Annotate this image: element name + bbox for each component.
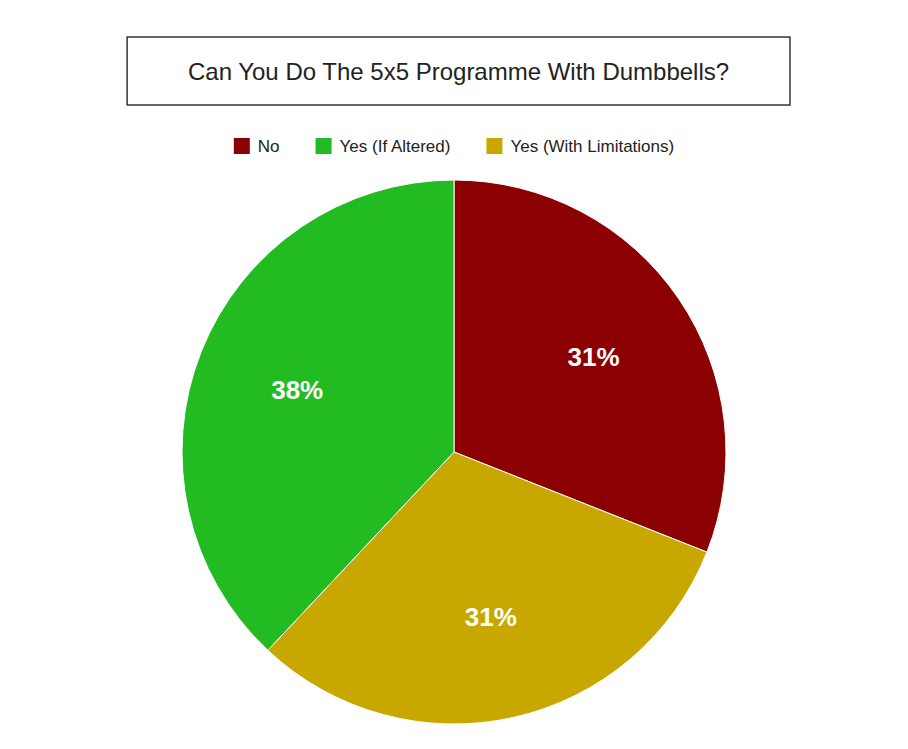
legend-item: Yes (If Altered) xyxy=(316,137,451,156)
title-box xyxy=(127,37,790,105)
slice xyxy=(182,180,454,650)
data-label: 31% xyxy=(465,602,517,632)
legend-label: No xyxy=(258,137,280,156)
title-group: Can You Do The 5x5 Programme With Dumbbe… xyxy=(127,37,790,105)
legend-swatch xyxy=(316,138,332,154)
slices xyxy=(182,180,726,724)
legend-swatch xyxy=(486,138,502,154)
legend-label: Yes (With Limitations) xyxy=(510,137,674,156)
legend: No Yes (If Altered) Yes (With Limitations) xyxy=(234,137,674,156)
legend-swatch xyxy=(234,138,250,154)
data-label: 38% xyxy=(271,375,323,405)
title: Can You Do The 5x5 Programme With Dumbbe… xyxy=(188,58,729,85)
pie: 31% 31% 38% xyxy=(182,180,726,724)
legend-item: Yes (With Limitations) xyxy=(486,137,674,156)
legend-label: Yes (If Altered) xyxy=(340,137,451,156)
chart: Can You Do The 5x5 Programme With Dumbbe… xyxy=(0,0,908,749)
data-labels: 31% 31% 38% xyxy=(271,342,619,631)
data-label: 31% xyxy=(567,342,619,372)
legend-item: No xyxy=(234,137,280,156)
